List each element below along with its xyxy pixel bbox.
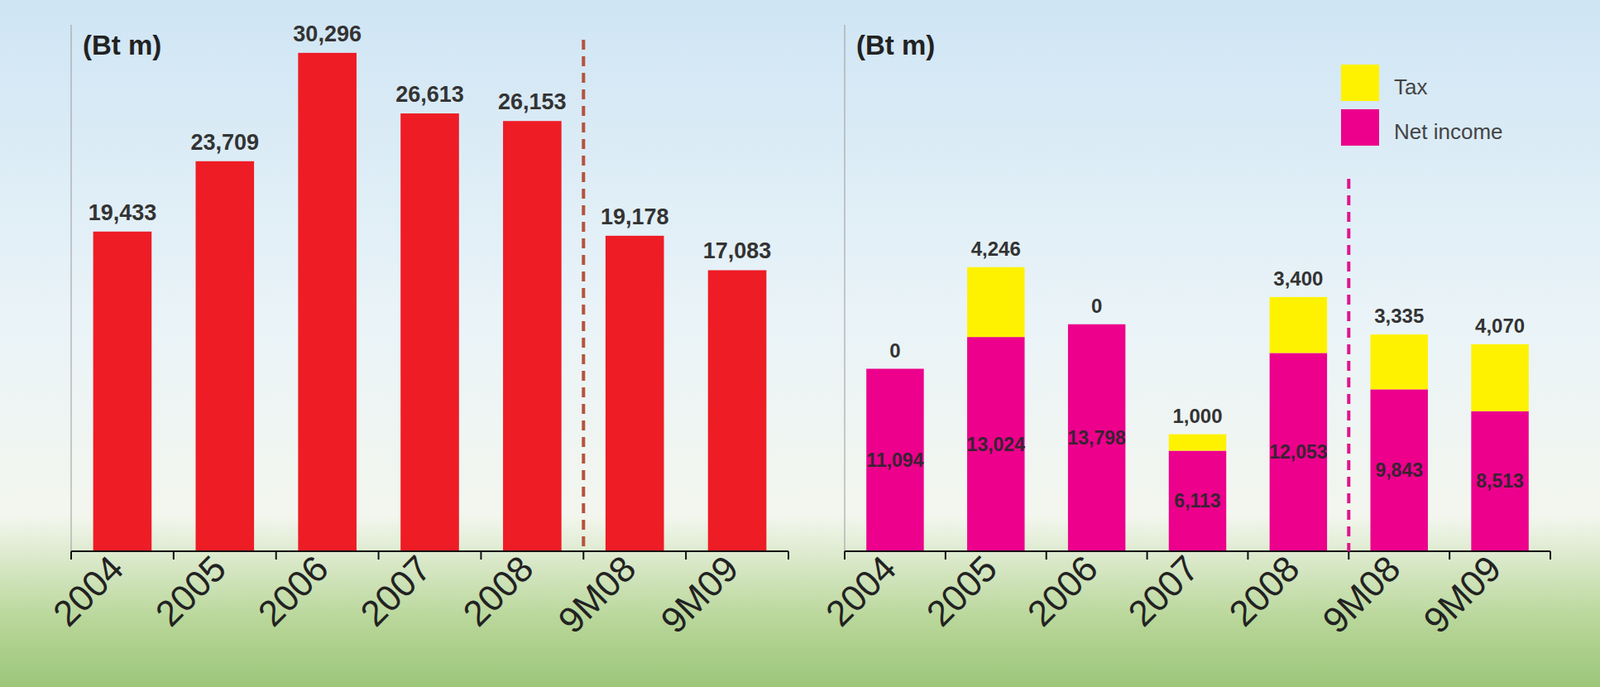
bar-segment <box>1068 324 1126 551</box>
x-axis-line <box>71 550 789 552</box>
period-separator <box>1346 178 1351 551</box>
bar-segment <box>1269 352 1327 551</box>
bar-segment <box>1269 297 1327 354</box>
x-tick-label: 2005 <box>147 547 234 634</box>
bars <box>93 52 767 551</box>
x-tick-label: 2008 <box>455 547 542 634</box>
chart-canvas: 19,433 23,709 30,296 26,613 26,153 19,178 17,0… <box>0 0 1600 687</box>
x-tick-label: 9M08 <box>1314 547 1408 641</box>
period-separator <box>581 39 585 551</box>
x-tick <box>275 550 278 560</box>
legend-swatch <box>1341 64 1380 101</box>
x-tick-label: 2005 <box>918 547 1005 634</box>
x-tick <box>1549 550 1552 560</box>
bar-segment <box>866 368 924 551</box>
bar-segment <box>1168 434 1227 451</box>
data-label: 11,094 <box>866 449 924 471</box>
bar <box>297 52 357 551</box>
x-tick <box>582 550 585 560</box>
data-label: 12,053 <box>1269 440 1327 463</box>
x-tick-label: 9M09 <box>652 547 746 641</box>
x-tick <box>1146 550 1149 560</box>
x-tick-label: 9M09 <box>1415 547 1509 641</box>
data-label: 0 <box>1091 294 1102 317</box>
data-label: 26,613 <box>395 81 465 107</box>
bar <box>605 235 665 551</box>
data-label: 3,400 <box>1273 267 1323 290</box>
x-tick-label: 2006 <box>249 547 336 634</box>
data-label: 0 <box>889 339 901 362</box>
data-label: 17,083 <box>703 238 772 264</box>
x-tick <box>1246 550 1249 560</box>
labels: 11,094 13,024 13,798 6,113 12,053 9,843 8,513 0… <box>866 237 1525 512</box>
x-tick <box>479 550 482 560</box>
data-label: 19,178 <box>600 204 670 230</box>
x-tick-label: 2006 <box>1019 547 1106 634</box>
x-tick-label: 2004 <box>44 547 131 634</box>
data-label: 26,153 <box>498 89 567 115</box>
legend: Tax Net income <box>1341 64 1504 146</box>
bar-segment <box>1470 411 1529 551</box>
y-axis-line <box>844 24 846 551</box>
bar-segment <box>1068 323 1126 325</box>
x-tick-label: 2007 <box>352 547 439 634</box>
data-label: 6,113 <box>1173 489 1221 512</box>
y-axis-line <box>71 24 72 551</box>
bar-segment <box>1168 450 1227 551</box>
data-label: 4,246 <box>971 237 1021 260</box>
x-tick <box>1045 550 1048 560</box>
data-label: 4,070 <box>1475 314 1525 337</box>
data-label: 3,335 <box>1374 304 1424 327</box>
x-tick-label: 9M08 <box>550 547 643 641</box>
bar-segment <box>1470 344 1529 412</box>
data-label: 1,000 <box>1172 404 1222 427</box>
data-label: 30,296 <box>292 21 362 47</box>
x-tick-label: 2008 <box>1221 547 1308 634</box>
x-axis-line <box>844 550 1551 552</box>
x-tick <box>172 550 175 560</box>
unit-label: (Bt m) <box>82 29 162 61</box>
labels: 19,433 23,709 30,296 26,613 26,153 19,178 17,0… <box>88 21 772 264</box>
data-label: 9,843 <box>1374 459 1423 481</box>
data-label: 8,513 <box>1475 469 1524 492</box>
bar <box>195 161 254 551</box>
unit-label: (Bt m) <box>856 29 935 61</box>
x-tick <box>843 550 846 560</box>
bar <box>708 269 767 551</box>
bar <box>502 120 562 551</box>
x-tick <box>1448 550 1451 560</box>
x-tick-label: 2007 <box>1120 547 1207 634</box>
bar-segment <box>1370 334 1428 389</box>
data-label: 19,433 <box>88 200 158 226</box>
bar <box>93 231 153 551</box>
data-label: 23,709 <box>190 129 259 155</box>
x-tick <box>1347 550 1350 560</box>
bars <box>866 267 1529 551</box>
bar-segment <box>1370 388 1428 551</box>
bar-segment <box>967 336 1025 551</box>
bar-segment <box>866 368 924 369</box>
x-tick <box>685 550 687 560</box>
x-tick <box>378 550 380 560</box>
bar <box>400 113 460 551</box>
data-label: 13,024 <box>967 433 1026 456</box>
legend-label: Tax <box>1394 74 1428 100</box>
x-tick-label: 2004 <box>817 547 904 634</box>
data-label: 13,798 <box>1067 426 1126 449</box>
legend-label: Net income <box>1394 119 1504 144</box>
x-tick <box>70 550 72 560</box>
bar-segment <box>967 267 1025 337</box>
legend-swatch <box>1341 109 1380 146</box>
x-tick <box>944 550 947 560</box>
x-tick <box>787 550 790 560</box>
